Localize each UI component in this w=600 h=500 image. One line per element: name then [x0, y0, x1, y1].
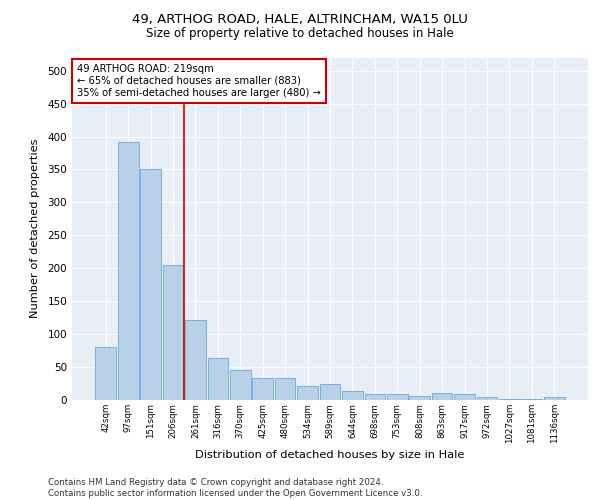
Bar [185, 320, 206, 400]
Bar [454, 394, 475, 400]
Bar [499, 398, 520, 400]
Bar [140, 170, 161, 400]
Bar [476, 398, 497, 400]
Bar [208, 358, 228, 400]
Bar [163, 265, 184, 400]
Text: Size of property relative to detached houses in Hale: Size of property relative to detached ho… [146, 28, 454, 40]
X-axis label: Distribution of detached houses by size in Hale: Distribution of detached houses by size … [196, 450, 464, 460]
Bar [253, 378, 273, 400]
Text: 49 ARTHOG ROAD: 219sqm
← 65% of detached houses are smaller (883)
35% of semi-de: 49 ARTHOG ROAD: 219sqm ← 65% of detached… [77, 64, 321, 98]
Bar [95, 348, 116, 400]
Bar [320, 384, 340, 400]
Bar [387, 394, 407, 400]
Bar [230, 370, 251, 400]
Bar [544, 398, 565, 400]
Bar [118, 142, 139, 400]
Bar [365, 394, 385, 400]
Text: 49, ARTHOG ROAD, HALE, ALTRINCHAM, WA15 0LU: 49, ARTHOG ROAD, HALE, ALTRINCHAM, WA15 … [132, 12, 468, 26]
Bar [342, 391, 363, 400]
Text: Contains HM Land Registry data © Crown copyright and database right 2024.
Contai: Contains HM Land Registry data © Crown c… [48, 478, 422, 498]
Bar [409, 396, 430, 400]
Bar [297, 386, 318, 400]
Y-axis label: Number of detached properties: Number of detached properties [31, 139, 40, 318]
Bar [275, 378, 295, 400]
Bar [521, 398, 542, 400]
Bar [432, 394, 452, 400]
